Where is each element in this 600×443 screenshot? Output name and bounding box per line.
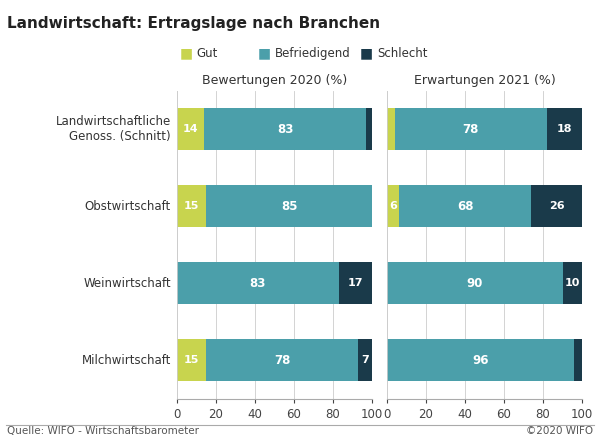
Text: Obstwirtschaft: Obstwirtschaft (85, 200, 171, 213)
Text: 7: 7 (361, 355, 369, 365)
Text: 18: 18 (557, 124, 572, 134)
Text: Gut: Gut (197, 47, 218, 60)
Text: 68: 68 (457, 200, 473, 213)
Bar (387, 108, 395, 151)
Bar (387, 262, 563, 304)
Text: 78: 78 (274, 354, 290, 367)
Text: ■: ■ (258, 46, 271, 60)
Text: 17: 17 (347, 278, 363, 288)
Text: 96: 96 (472, 354, 489, 367)
Text: 26: 26 (549, 201, 565, 211)
Bar (358, 339, 372, 381)
Text: 90: 90 (467, 277, 483, 290)
Text: 83: 83 (277, 123, 293, 136)
Bar (206, 185, 372, 227)
Bar (177, 262, 339, 304)
Text: Milchwirtschaft: Milchwirtschaft (82, 354, 171, 367)
Bar (574, 339, 582, 381)
Text: 15: 15 (184, 355, 199, 365)
Text: 14: 14 (183, 124, 199, 134)
Text: 78: 78 (463, 123, 479, 136)
Text: Landwirtschaftliche
Genoss. (Schnitt): Landwirtschaftliche Genoss. (Schnitt) (56, 115, 171, 143)
Bar (177, 339, 206, 381)
Bar (532, 185, 582, 227)
Bar (395, 108, 547, 151)
Title: Bewertungen 2020 (%): Bewertungen 2020 (%) (202, 74, 347, 87)
Text: 6: 6 (389, 201, 397, 211)
Text: 15: 15 (184, 201, 199, 211)
Bar (387, 339, 574, 381)
Bar (177, 185, 206, 227)
Bar (563, 262, 582, 304)
Bar (339, 262, 372, 304)
Text: ■: ■ (360, 46, 373, 60)
Text: Schlecht: Schlecht (377, 47, 427, 60)
Text: Befriedigend: Befriedigend (275, 47, 350, 60)
Bar (398, 185, 532, 227)
Text: ©2020 WIFO: ©2020 WIFO (526, 426, 593, 435)
Bar (177, 108, 204, 151)
Bar (204, 108, 366, 151)
Bar (366, 108, 372, 151)
Text: ■: ■ (180, 46, 193, 60)
Text: Quelle: WIFO - Wirtschaftsbarometer: Quelle: WIFO - Wirtschaftsbarometer (7, 426, 199, 435)
Text: Landwirtschaft: Ertragslage nach Branchen: Landwirtschaft: Ertragslage nach Branche… (7, 16, 380, 31)
Bar (547, 108, 582, 151)
Text: 85: 85 (281, 200, 298, 213)
Text: Weinwirtschaft: Weinwirtschaft (83, 277, 171, 290)
Title: Erwartungen 2021 (%): Erwartungen 2021 (%) (413, 74, 556, 87)
Bar (206, 339, 358, 381)
Text: 10: 10 (565, 278, 580, 288)
Text: 83: 83 (250, 277, 266, 290)
Bar (387, 185, 398, 227)
